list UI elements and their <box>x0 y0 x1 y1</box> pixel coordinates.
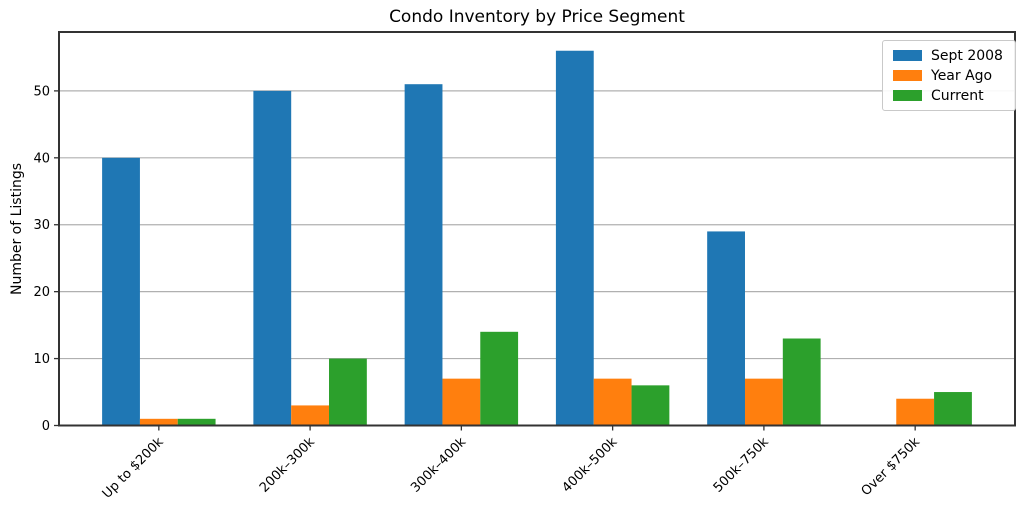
chart-title: Condo Inventory by Price Segment <box>389 7 685 27</box>
bar <box>404 84 443 426</box>
legend-label: Year Ago <box>931 67 993 84</box>
y-tick-label: 50 <box>33 84 50 99</box>
legend-swatch <box>893 70 922 81</box>
x-tick-label: 300k–400k <box>408 434 469 495</box>
legend-swatch <box>893 50 922 61</box>
x-tick-label: Up to $200k <box>100 434 167 501</box>
bar <box>291 405 330 426</box>
legend-label: Sept 2008 <box>931 47 1003 64</box>
legend-label: Current <box>931 87 984 104</box>
bar <box>631 385 670 426</box>
legend-item: Current <box>893 88 1003 103</box>
x-tick-label: Over $750k <box>859 434 924 499</box>
bar <box>102 157 140 426</box>
bar <box>896 398 935 426</box>
bar <box>442 378 481 426</box>
legend-item: Year Ago <box>893 68 1003 83</box>
y-tick-label: 20 <box>33 285 50 300</box>
x-tick-label: 500k–750k <box>711 434 772 495</box>
bar <box>480 331 519 426</box>
bar <box>782 338 821 426</box>
bar <box>139 418 178 426</box>
y-tick-label: 40 <box>33 151 50 166</box>
legend-item: Sept 2008 <box>893 48 1003 63</box>
y-tick-label: 10 <box>33 352 50 367</box>
x-tick-label: 200k–300k <box>257 434 318 495</box>
bar <box>177 418 216 426</box>
bar <box>253 90 292 426</box>
bar <box>744 378 783 426</box>
bar <box>329 358 367 426</box>
bar <box>707 231 745 426</box>
bar <box>593 378 632 426</box>
bar <box>555 50 594 426</box>
axes-frame <box>58 31 1016 427</box>
legend-swatch <box>893 90 922 101</box>
legend: Sept 2008 Year Ago Current <box>882 40 1016 111</box>
x-tick-label: 400k–500k <box>560 434 621 495</box>
y-tick-label: 0 <box>42 419 50 434</box>
bar <box>934 392 972 426</box>
y-tick-label: 30 <box>33 218 50 233</box>
